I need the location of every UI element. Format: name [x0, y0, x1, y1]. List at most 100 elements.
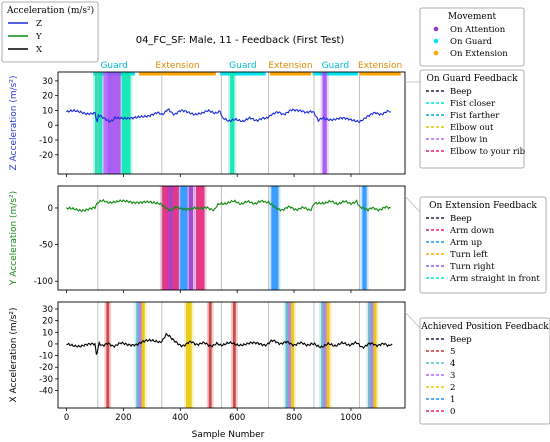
- ytick-label-z-2: 0: [48, 121, 53, 131]
- band-y-0: [161, 186, 169, 290]
- legend-movement: Movement On Attention On Guard On Extension: [419, 7, 525, 67]
- band-x-8: [288, 302, 292, 408]
- legend-label-achieved-5: 1: [450, 395, 455, 405]
- band-z-3: [121, 72, 131, 174]
- legend-label-acceleration-1: Y: [35, 32, 42, 42]
- segment-label-2: Guard: [229, 61, 256, 71]
- legend-frame-on_guard: [419, 69, 525, 169]
- legend-label-movement-1: On Guard: [450, 37, 493, 47]
- legend-label-on_extension-5: Arm straight in front: [449, 274, 540, 284]
- band-y-4: [188, 186, 194, 290]
- legend-frame-acceleration: [1, 1, 99, 63]
- legend-label-on_guard-5: Elbow to your rib: [450, 147, 526, 157]
- x-axis-label: Sample Number: [192, 430, 265, 440]
- ytick-label-x-2: -20: [39, 363, 53, 373]
- band-x-14: [370, 302, 374, 408]
- segment-label-1: Extension: [155, 61, 199, 71]
- band-x-11: [323, 302, 327, 408]
- segment-bar-3: [269, 72, 312, 76]
- legends: Acceleration (m/s²) ZYX Movement On Attenti…: [1, 1, 550, 425]
- y-axis-label-x: X Acceleration (m/s²): [9, 308, 19, 403]
- xtick-label-2: 400: [172, 413, 188, 423]
- legend-label-on_guard-4: Elbow in: [450, 135, 488, 145]
- legend-frame-on_extension: [419, 196, 547, 294]
- legend-title-on_guard: On Guard Feedback: [426, 74, 518, 84]
- ytick-label-z-3: 10: [42, 106, 53, 116]
- ytick-label-z-5: 30: [42, 77, 53, 87]
- band-y-7: [362, 186, 367, 290]
- xtick-label-0: 0: [64, 413, 69, 423]
- legend-frame-movement: [419, 7, 525, 67]
- legend-label-achieved-2: 4: [450, 359, 455, 369]
- signal-line-x: [66, 332, 393, 355]
- ytick-label-x-3: -10: [39, 352, 53, 362]
- legend-label-on_extension-0: Beep: [450, 214, 472, 224]
- axes-frame-x: [57, 301, 406, 409]
- band-y-5: [195, 186, 205, 290]
- segment-bar-5: [359, 72, 401, 76]
- band-x-9: [291, 302, 295, 408]
- legend-title-movement: Movement: [448, 12, 497, 22]
- axes-frame-z: [57, 71, 406, 175]
- segment-bar-1: [139, 72, 216, 76]
- band-y-3: [180, 186, 188, 290]
- band-x-12: [326, 302, 330, 408]
- legend-label-movement-0: On Attention: [450, 25, 506, 35]
- band-z-5: [322, 72, 327, 174]
- band-x-1: [136, 302, 140, 408]
- legend-label-achieved-6: 0: [450, 407, 455, 417]
- band-z-0: [94, 72, 103, 174]
- band-x-3: [141, 302, 145, 408]
- band-x-5: [208, 302, 212, 408]
- band-x-13: [368, 302, 371, 408]
- ytick-label-x-5: 10: [42, 328, 53, 338]
- legend-title-on_extension: On Extension Feedback: [429, 201, 537, 211]
- legend-label-on_guard-1: Fist closer: [450, 99, 496, 109]
- ytick-label-x-0: -40: [39, 387, 53, 397]
- ytick-label-x-7: 30: [42, 305, 53, 315]
- chart-title: 04_FC_SF: Male, 11 - Feedback (First Tes…: [136, 35, 345, 46]
- segment-bar-2: [220, 72, 266, 76]
- band-x-15: [373, 302, 377, 408]
- ytick-label-z-4: 20: [42, 92, 53, 102]
- signal-line-z: [66, 108, 391, 124]
- band-x-4: [185, 302, 192, 408]
- signal-line-y: [66, 198, 392, 213]
- legend-label-acceleration-0: Z: [36, 19, 42, 29]
- legend-label-on_guard-2: Fist farther: [450, 111, 500, 121]
- legend-achieved: Achieved Position Feedback Beep 5 4 3 2 1 0: [419, 317, 550, 425]
- ytick-label-x-4: 0: [48, 340, 53, 350]
- legend-label-achieved-1: 5: [450, 347, 455, 357]
- xtick-label-1: 200: [115, 413, 131, 423]
- legend-label-movement-2: On Extension: [450, 49, 508, 59]
- xtick-label-4: 800: [286, 413, 302, 423]
- legend-label-on_extension-1: Arm down: [449, 226, 495, 236]
- legend-marker-movement-1: [433, 38, 439, 44]
- ytick-label-y-0: -100: [34, 277, 53, 287]
- segment-label-4: Guard: [322, 61, 349, 71]
- xtick-label-3: 600: [229, 413, 245, 423]
- y-axis-label-z: Z Acceleration (m/s²): [9, 76, 19, 171]
- legend-label-on_guard-3: Elbow out: [450, 123, 494, 133]
- legend-label-achieved-3: 3: [450, 371, 455, 381]
- legend-title-achieved: Achieved Position Feedback: [420, 322, 549, 332]
- ytick-label-z-0: -20: [39, 151, 53, 161]
- segment-bar-4: [312, 72, 359, 76]
- xtick-label-5: 1000: [340, 413, 362, 423]
- band-y-6: [271, 186, 279, 290]
- legend-on-extension: On Extension Feedback Beep Arm down Arm up T…: [419, 196, 547, 294]
- legend-label-on_guard-0: Beep: [450, 87, 472, 97]
- ytick-label-y-1: -50: [39, 241, 53, 251]
- legend-acceleration: Acceleration (m/s²) ZYX: [1, 1, 99, 63]
- legend-frame-achieved: [419, 317, 550, 425]
- legend-label-on_extension-2: Arm up: [449, 238, 482, 248]
- band-x-6: [232, 302, 236, 408]
- band-y-1: [168, 186, 174, 290]
- legend-label-on_extension-3: Turn left: [450, 250, 488, 260]
- band-x-0: [106, 302, 110, 408]
- segment-label-3: Extension: [268, 61, 312, 71]
- band-z-4: [230, 72, 235, 174]
- band-y-2: [173, 186, 179, 290]
- panel-z: Guard Extension Guard Extension Guard Extensi…: [9, 61, 406, 177]
